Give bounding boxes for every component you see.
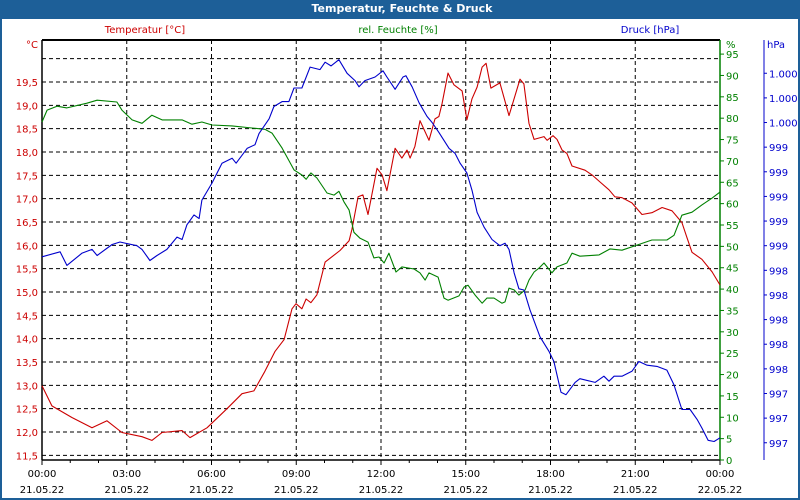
- humidity-tick-label: 85: [726, 93, 739, 104]
- temp-tick-label: 12,5: [16, 405, 38, 416]
- humidity-tick-label: 30: [726, 328, 739, 339]
- pressure-tick-label: 1.000: [769, 69, 798, 80]
- x-tick-time: 21:00: [621, 469, 650, 480]
- window-title: Temperatur, Feuchte & Druck: [2, 0, 798, 19]
- pressure-tick-label: 998: [769, 266, 788, 277]
- x-tick-date: 21.05.22: [189, 485, 234, 496]
- x-tick-date: 22.05.22: [698, 485, 743, 496]
- pressure-tick-label: 998: [769, 316, 788, 327]
- humidity-tick-label: 10: [726, 413, 739, 424]
- temp-tick-label: 18,5: [16, 125, 38, 136]
- humidity-tick-label: 25: [726, 349, 739, 360]
- humidity-axis-unit: %: [726, 40, 736, 51]
- legend-humidity: rel. Feuchte [%]: [358, 25, 437, 36]
- temperature-line: [41, 62, 721, 441]
- temp-tick-label: 14,5: [16, 311, 38, 322]
- x-tick-time: 06:00: [197, 469, 226, 480]
- temp-tick-label: 19,5: [16, 78, 38, 89]
- pressure-tick-label: 999: [769, 192, 788, 203]
- temp-tick-label: 13,0: [16, 381, 38, 392]
- x-tick-date: 21.05.22: [613, 485, 658, 496]
- humidity-tick-label: 60: [726, 200, 739, 211]
- humidity-tick-label: 50: [726, 242, 739, 253]
- humidity-tick-label: 35: [726, 306, 739, 317]
- pressure-tick-label: 998: [769, 365, 788, 376]
- humidity-line: [41, 99, 721, 304]
- humidity-tick-label: 0: [726, 456, 732, 467]
- temp-tick-label: 11,5: [16, 451, 38, 462]
- pressure-tick-label: 999: [769, 168, 788, 179]
- x-tick-time: 00:00: [706, 469, 735, 480]
- pressure-tick-label: 997: [769, 414, 788, 425]
- temp-tick-label: 19,0: [16, 101, 38, 112]
- temp-tick-label: 15,0: [16, 288, 38, 299]
- pressure-tick-label: 999: [769, 242, 788, 253]
- humidity-tick-label: 80: [726, 114, 739, 125]
- x-tick-time: 00:00: [28, 469, 57, 480]
- legend-temperature: Temperatur [°C]: [104, 25, 185, 36]
- humidity-tick-label: 5: [726, 435, 732, 446]
- humidity-tick-label: 20: [726, 371, 739, 382]
- x-tick-time: 15:00: [451, 469, 480, 480]
- temp-tick-label: 14,0: [16, 335, 38, 346]
- pressure-axis-unit: hPa: [767, 40, 785, 51]
- pressure-tick-label: 997: [769, 389, 788, 400]
- x-tick-date: 21.05.22: [274, 485, 319, 496]
- x-tick-date: 21.05.22: [359, 485, 404, 496]
- humidity-tick-label: 95: [726, 50, 739, 61]
- x-tick-time: 18:00: [536, 469, 565, 480]
- humidity-tick-label: 45: [726, 264, 739, 275]
- temp-tick-label: 17,0: [16, 195, 38, 206]
- temp-tick-label: 18,0: [16, 148, 38, 159]
- legend-pressure: Druck [hPa]: [621, 25, 680, 36]
- humidity-tick-label: 15: [726, 392, 739, 403]
- pressure-tick-label: 1.000: [769, 94, 798, 105]
- humidity-tick-label: 40: [726, 285, 739, 296]
- x-tick-time: 03:00: [112, 469, 141, 480]
- temp-tick-label: 12,0: [16, 428, 38, 439]
- temp-tick-label: 13,5: [16, 358, 38, 369]
- humidity-tick-label: 90: [726, 71, 739, 82]
- humidity-tick-label: 70: [726, 157, 739, 168]
- x-tick-time: 09:00: [282, 469, 311, 480]
- x-tick-date: 21.05.22: [104, 485, 149, 496]
- temp-axis-unit: °C: [26, 40, 38, 51]
- pressure-tick-label: 998: [769, 291, 788, 302]
- temp-tick-label: 17,5: [16, 171, 38, 182]
- pressure-tick-label: 1.000: [769, 119, 798, 130]
- pressure-tick-label: 998: [769, 340, 788, 351]
- x-tick-date: 21.05.22: [20, 485, 65, 496]
- humidity-tick-label: 75: [726, 136, 739, 147]
- x-tick-date: 21.05.22: [528, 485, 573, 496]
- temp-tick-label: 15,5: [16, 265, 38, 276]
- temp-tick-label: 16,5: [16, 218, 38, 229]
- humidity-tick-label: 65: [726, 178, 739, 189]
- temp-tick-label: 16,0: [16, 241, 38, 252]
- pressure-tick-label: 999: [769, 217, 788, 228]
- humidity-tick-label: 55: [726, 221, 739, 232]
- pressure-tick-label: 997: [769, 439, 788, 450]
- pressure-tick-label: 999: [769, 143, 788, 154]
- x-tick-time: 12:00: [367, 469, 396, 480]
- x-tick-date: 21.05.22: [443, 485, 488, 496]
- pressure-line: [41, 59, 721, 443]
